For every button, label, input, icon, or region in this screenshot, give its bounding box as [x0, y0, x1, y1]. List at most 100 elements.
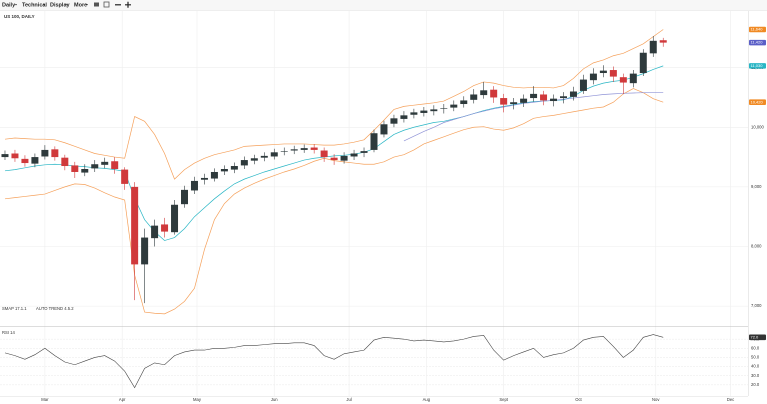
indicator-label[interactable]: SMAP 17.1.1: [2, 306, 27, 311]
candle-body: [131, 186, 139, 265]
candle-body: [639, 52, 647, 74]
toolbar-button[interactable]: More: [74, 2, 87, 8]
chart-title: US 100, DAILY: [4, 14, 35, 19]
price-flag-label: 11,420: [751, 40, 764, 45]
grid-layer: [0, 11, 748, 396]
x-tick-label: Jul: [346, 397, 351, 402]
y-tick-label: 50.0: [751, 355, 760, 360]
candle-body: [420, 110, 428, 113]
candle-body: [589, 73, 597, 81]
price-flag: [749, 26, 766, 33]
candle-body: [500, 98, 508, 105]
candle-body: [240, 160, 248, 166]
indicator-label[interactable]: AUTO TREND 4.5.2: [36, 306, 74, 311]
price-flag-label: 10,420: [751, 99, 764, 104]
candle-body: [340, 155, 348, 161]
candle-body: [270, 152, 278, 157]
candle-body: [540, 94, 548, 101]
price-flag: [749, 334, 766, 341]
candle-body: [550, 98, 558, 102]
candle-body: [21, 158, 29, 164]
candle-body: [220, 169, 228, 172]
candle-body: [320, 150, 328, 158]
indicator-label[interactable]: RSI 14: [2, 330, 15, 335]
candle-body: [579, 79, 587, 91]
candle-body: [460, 100, 468, 105]
candle-body: [111, 161, 119, 169]
candle-body: [181, 189, 189, 205]
candle-body: [141, 237, 149, 265]
save-icon[interactable]: [103, 1, 110, 8]
candle-body: [310, 147, 318, 150]
candle-body: [390, 118, 398, 124]
candle-body: [300, 148, 308, 150]
candle-body: [161, 224, 169, 232]
dropdown-arrow: [43, 4, 45, 6]
toolbar: [0, 0, 767, 10]
candle-body: [380, 124, 388, 135]
price-flag: [749, 63, 766, 69]
candle-body: [250, 158, 258, 161]
candle-body: [430, 109, 438, 112]
candle-body: [559, 96, 567, 99]
y-tick-label: 9,000: [751, 184, 762, 189]
candle-body: [91, 164, 99, 169]
candle-body: [569, 91, 577, 97]
candle-body: [520, 98, 528, 103]
x-tick-label: Aug: [423, 397, 431, 402]
y-tick-label: 8,000: [751, 244, 762, 249]
candle-body: [101, 161, 109, 165]
price-flag-label: 11,640: [751, 27, 764, 32]
candle-body: [260, 155, 268, 158]
price-flag: [749, 99, 766, 106]
candle-body: [530, 93, 538, 99]
candle-body: [470, 94, 478, 100]
y-tick-label: 60.0: [751, 345, 760, 350]
candle-body: [71, 165, 79, 172]
x-tick-label: Mar: [41, 397, 49, 402]
indicator-line: [4, 88, 664, 315]
candle-body: [659, 40, 667, 43]
candle-body: [41, 149, 49, 157]
candle-body: [370, 133, 378, 150]
candle-body: [609, 70, 617, 77]
candle-body: [599, 70, 607, 74]
candle-body: [480, 90, 488, 96]
candle-body: [619, 77, 627, 83]
candle-body: [200, 177, 208, 180]
candle-body: [171, 204, 179, 233]
zoom-out-icon[interactable]: [115, 4, 121, 6]
candle-body: [360, 151, 368, 153]
y-tick-label: 20.0: [751, 382, 760, 387]
candle-body: [11, 153, 19, 159]
candle-body: [290, 149, 298, 151]
candle-body: [350, 153, 358, 157]
dropdown-arrow: [86, 4, 88, 6]
toolbar-button[interactable]: Display: [50, 2, 71, 8]
candle-body: [280, 151, 288, 152]
y-tick-label: 7,000: [751, 303, 762, 308]
candle-body: [330, 157, 338, 161]
candle-body: [31, 157, 39, 164]
candle-body: [629, 73, 637, 84]
indicator-line: [403, 92, 664, 142]
toolbar-button[interactable]: Technical: [22, 2, 47, 8]
candle-body: [121, 169, 129, 184]
x-tick-label: Apr: [119, 397, 126, 402]
x-tick-label: Oct: [575, 397, 582, 402]
candle-body: [1, 154, 9, 158]
zoom-in-icon[interactable]: [125, 1, 131, 8]
candle-body: [190, 180, 198, 191]
x-tick-label: Sept: [499, 397, 508, 402]
folder-icon[interactable]: [94, 2, 99, 7]
candle-body: [510, 102, 518, 105]
y-tick-label: 10,000: [751, 124, 764, 129]
dropdown-arrow: [15, 4, 17, 6]
toolbar-button[interactable]: Daily: [2, 2, 16, 8]
candle-body: [490, 89, 498, 98]
candle-body: [230, 166, 238, 170]
x-tick-label: Jun: [271, 397, 278, 402]
candle-body: [61, 157, 69, 167]
price-flag: [749, 39, 766, 46]
